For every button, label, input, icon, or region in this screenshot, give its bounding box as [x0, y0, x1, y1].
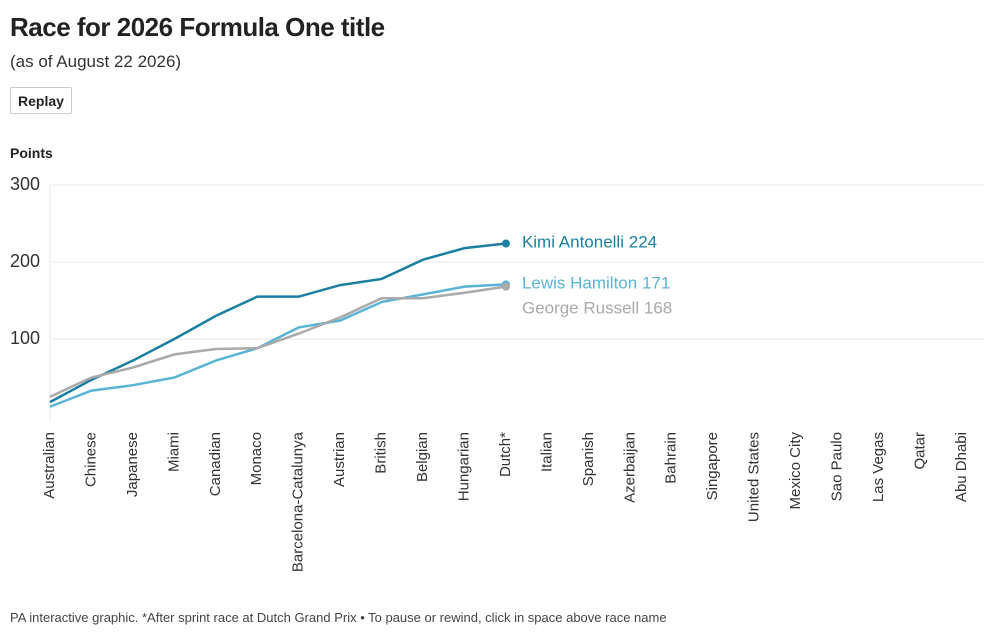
x-tick-label: Spanish: [580, 432, 597, 486]
x-tick-label: Italian: [538, 432, 555, 472]
series-label: Kimi Antonelli 224: [522, 233, 657, 252]
series-value: 171: [642, 274, 670, 293]
line-series: [49, 242, 507, 404]
series-value: 168: [644, 299, 672, 318]
x-tick-label: Chinese: [82, 432, 99, 487]
footnote: PA interactive graphic. *After sprint ra…: [10, 610, 667, 625]
x-tick-label: British: [373, 432, 390, 474]
x-tick-label: Miami: [165, 432, 182, 472]
x-tick-label: Sao Paulo: [829, 432, 846, 501]
x-tick-label: Austrian: [331, 432, 348, 487]
series-value: 224: [629, 233, 657, 252]
x-tick-label: Azerbaijan: [621, 432, 638, 503]
x-tick-label: Canadian: [207, 432, 224, 496]
x-tick-label: Singapore: [704, 432, 721, 500]
line-series: [49, 285, 507, 398]
x-tick-label: Las Vegas: [870, 432, 887, 502]
x-tick-label: Qatar: [911, 432, 928, 470]
y-axis-label: Points: [10, 145, 53, 161]
x-tick-label: Australian: [41, 432, 58, 499]
series-label: George Russell 168: [522, 299, 672, 318]
series-name: Lewis Hamilton: [522, 274, 637, 293]
series-name: George Russell: [522, 299, 639, 318]
chart-subtitle: (as of August 22 2026): [10, 52, 182, 71]
x-tick-label: Bahrain: [663, 432, 680, 484]
replay-button[interactable]: Replay: [10, 87, 72, 114]
y-tick-label: 200: [10, 251, 40, 271]
end-point: [501, 282, 510, 291]
x-tick-label: Abu Dhabi: [953, 432, 970, 502]
y-tick-label: 300: [10, 174, 40, 194]
x-tick-label: Hungarian: [455, 432, 472, 501]
x-tick-label: Dutch*: [497, 432, 514, 477]
x-tick-label: United States: [746, 432, 763, 522]
x-tick-label: Barcelona-Catalunya: [290, 431, 307, 572]
chart-title: Race for 2026 Formula One title: [10, 12, 385, 42]
x-tick-label: Mexico City: [787, 432, 804, 510]
chart: 100 200 300 Australian Chinese Japanese Miami C…: [10, 174, 985, 572]
x-tick-label: Monaco: [248, 432, 265, 485]
y-tick-label: 100: [10, 328, 40, 348]
x-tick-label: Japanese: [124, 432, 141, 497]
end-point: [501, 239, 510, 248]
series-name: Kimi Antonelli: [522, 233, 624, 252]
series-label: Lewis Hamilton 171: [522, 274, 670, 293]
x-tick-label: Belgian: [414, 432, 431, 482]
line-series: [49, 283, 507, 408]
